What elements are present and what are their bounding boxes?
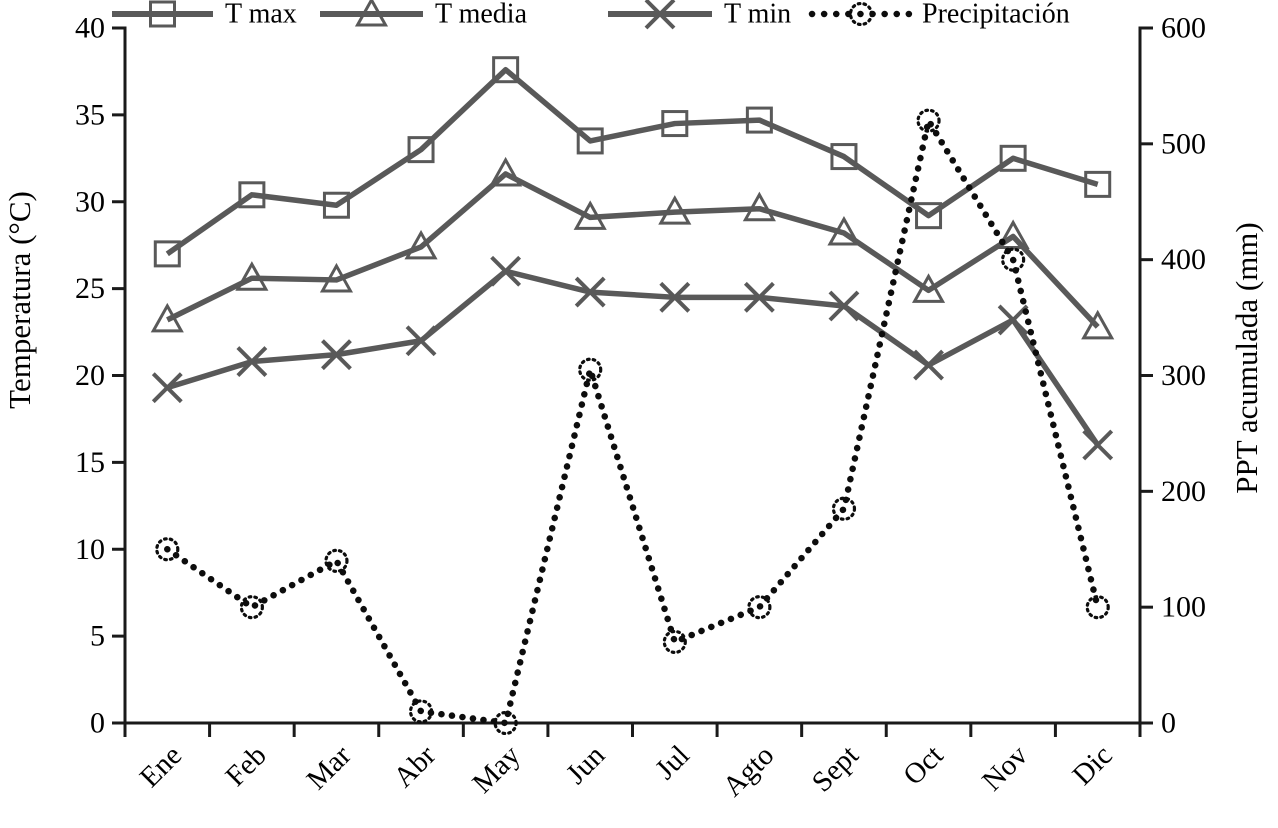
dotted-circle-marker xyxy=(239,595,264,620)
square-marker xyxy=(576,127,604,155)
triangle-marker xyxy=(354,0,389,27)
left-axis-tick-label: 25 xyxy=(75,272,105,305)
dotted-circle-marker xyxy=(324,548,349,573)
right-axis-tick-label: 500 xyxy=(1161,127,1206,160)
legend-item-precipitaci-n: Precipitación xyxy=(808,0,1070,30)
x-marker xyxy=(644,0,676,30)
dotted-circle-marker xyxy=(1001,247,1026,272)
right-axis-tick-label: 400 xyxy=(1161,243,1206,276)
x-marker xyxy=(574,276,606,308)
axis-titles: Temperatura (°C) PPT acumulada (mm) xyxy=(2,191,1264,494)
left-axis-tick-label: 20 xyxy=(75,359,105,392)
series-line-t-media xyxy=(166,171,1100,329)
triangle-marker xyxy=(658,195,692,225)
triangle-marker xyxy=(742,191,776,222)
chart-legend: T max T media T min Precipitación xyxy=(112,0,1070,30)
left-axis-tick-label: 10 xyxy=(75,533,105,566)
dotted-circle-marker xyxy=(493,710,518,736)
x-marker xyxy=(828,290,860,322)
x-marker xyxy=(913,349,944,381)
left-axis-tick-label: 0 xyxy=(90,707,105,740)
series-t-media xyxy=(150,156,1115,340)
x-marker xyxy=(151,372,183,404)
dotted-circle-marker xyxy=(578,357,603,382)
triangle-marker xyxy=(1081,309,1115,340)
square-marker xyxy=(149,0,176,28)
left-axis-tick-label: 5 xyxy=(90,620,105,653)
dotted-circle-marker xyxy=(747,595,772,620)
series-t-min xyxy=(151,255,1114,461)
series-line-precipitaci-n xyxy=(164,117,1101,727)
series-line-t-max xyxy=(165,66,1099,257)
legend-label: T max xyxy=(225,0,297,30)
x-marker xyxy=(405,325,437,357)
triangle-marker xyxy=(150,302,184,333)
dotted-circle-marker xyxy=(408,699,434,724)
left-axis-tick-label: 35 xyxy=(75,98,105,131)
triangle-marker xyxy=(404,229,438,260)
legend-item-t-media: T media xyxy=(320,0,528,30)
legend-label: Precipitación xyxy=(922,0,1070,30)
square-marker xyxy=(238,181,266,209)
square-marker xyxy=(661,110,689,138)
square-marker xyxy=(915,202,943,230)
dotted-circle-marker xyxy=(916,108,941,133)
square-marker xyxy=(1084,170,1112,198)
x-marker xyxy=(321,339,352,371)
legend-label: T media xyxy=(435,0,528,30)
square-marker xyxy=(322,191,350,219)
series-line-t-min xyxy=(166,268,1100,447)
left-axis-tick-label: 40 xyxy=(75,12,105,45)
right-axis-tick-label: 0 xyxy=(1161,707,1176,740)
right-axis-title: PPT acumulada (mm) xyxy=(1229,222,1264,494)
x-marker xyxy=(236,346,268,378)
left-axis-tick-label: 15 xyxy=(75,446,105,479)
square-marker xyxy=(830,143,858,171)
legend-label: T min xyxy=(724,0,791,30)
square-marker xyxy=(745,106,773,134)
triangle-marker xyxy=(996,219,1030,249)
square-marker xyxy=(407,136,435,164)
right-axis-tick-label: 300 xyxy=(1161,359,1206,392)
legend-item-t-max: T max xyxy=(112,0,297,30)
dotted-circle-marker xyxy=(662,629,687,655)
x-marker xyxy=(743,281,775,313)
left-axis-title: Temperatura (°C) xyxy=(2,191,37,409)
square-marker xyxy=(492,56,520,84)
triangle-marker xyxy=(573,200,607,230)
dotted-circle-marker xyxy=(831,496,857,521)
x-marker xyxy=(1082,429,1114,461)
triangle-marker xyxy=(911,273,946,303)
dotted-circle-marker xyxy=(1085,595,1110,620)
x-marker xyxy=(997,304,1029,336)
square-marker xyxy=(999,144,1027,172)
square-marker xyxy=(153,240,181,268)
triangle-marker xyxy=(489,156,523,187)
dotted-circle-marker xyxy=(848,1,874,27)
right-axis-tick-label: 100 xyxy=(1161,591,1206,624)
x-marker xyxy=(659,281,691,313)
right-axis-tick-label: 200 xyxy=(1161,475,1206,508)
dotted-circle-marker xyxy=(155,537,180,562)
triangle-marker xyxy=(319,262,354,293)
series-precipitaci-n xyxy=(155,108,1110,736)
triangle-marker xyxy=(827,215,861,246)
series-t-max xyxy=(153,56,1112,268)
right-axis-tick-label: 600 xyxy=(1161,12,1206,45)
left-axis-tick-label: 30 xyxy=(75,185,105,218)
legend-item-t-min: T min xyxy=(608,0,791,30)
x-axis-ticks xyxy=(123,723,1142,737)
triangle-marker xyxy=(235,261,269,291)
x-marker xyxy=(490,255,522,287)
right-axis-ticks: 0 100 200 300 400 500 600 xyxy=(1140,12,1206,740)
left-axis-ticks: 0 5 10 15 20 25 30 35 40 xyxy=(75,12,125,740)
